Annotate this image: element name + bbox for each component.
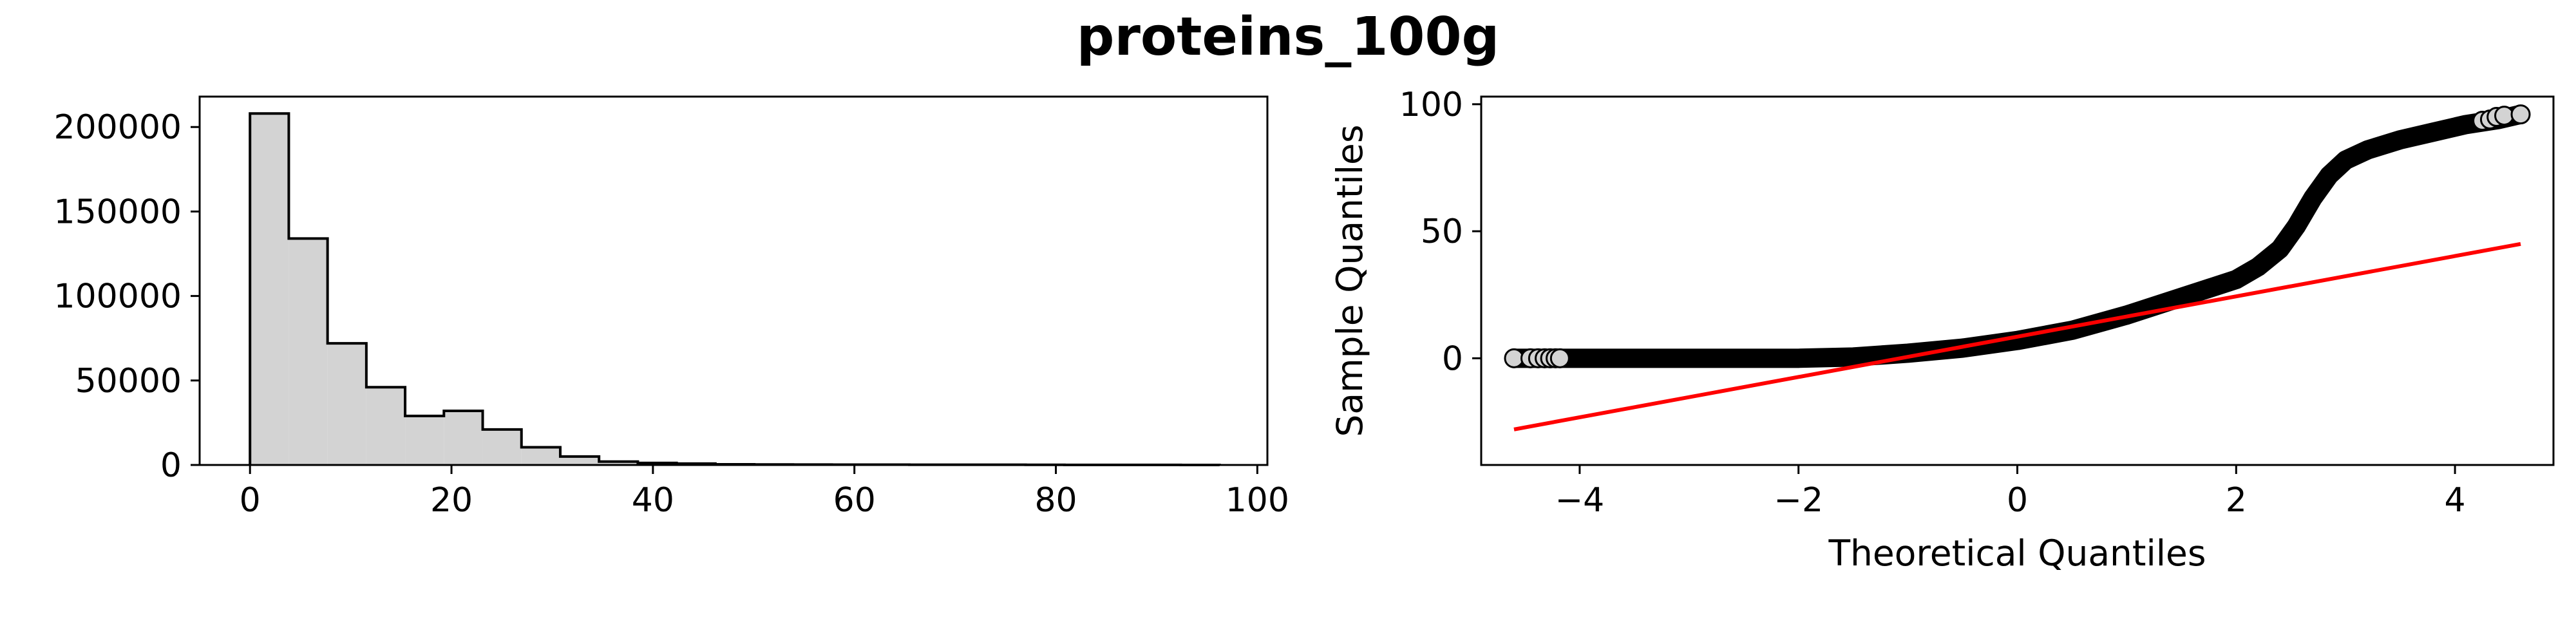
histogram-y-tick-label: 50000 (75, 362, 182, 401)
histogram-bar (482, 429, 522, 465)
histogram-bar (521, 447, 560, 465)
histogram-x-tick-label: 80 (1034, 481, 1077, 520)
histogram-x-ticks: 0 20 40 60 80 100 (240, 465, 1289, 520)
qq-x-tick-label: 4 (2445, 481, 2466, 520)
qq-point (1549, 348, 1570, 368)
histogram-bar (444, 411, 483, 465)
histogram-x-tick-label: 20 (430, 481, 473, 520)
qq-point (1504, 348, 1524, 368)
qq-x-tick-label: −2 (1774, 481, 1823, 520)
histogram-x-tick-label: 60 (833, 481, 876, 520)
histogram-bar (599, 461, 638, 465)
histogram-panel: 0 20 40 60 80 100 0 50000 100000 150000 200000 (53, 95, 1289, 520)
qq-y-ticks: 0 50 100 (1399, 86, 1481, 378)
histogram-bar (366, 387, 406, 465)
histogram-y-tick-label: 0 (160, 446, 182, 485)
histogram-x-tick-label: 40 (632, 481, 674, 520)
qq-point (2510, 104, 2531, 125)
histogram-bar (405, 415, 444, 465)
histogram-bar (289, 238, 328, 465)
figure-title: proteins_100g (1076, 6, 1500, 68)
qq-plot-panel: −4 −2 0 2 4 0 50 100 Theoretical Quantiles Sam… (1329, 86, 2555, 574)
qq-sample-band (1504, 104, 2531, 368)
qq-x-tick-label: 0 (2007, 481, 2028, 520)
qq-y-tick-label: 50 (1421, 213, 1463, 251)
qq-point (2494, 106, 2515, 126)
histogram-x-tick-label: 100 (1226, 481, 1289, 520)
qq-x-tick-label: 2 (2226, 481, 2247, 520)
qq-reference-line (1513, 242, 2521, 431)
histogram-x-tick-label: 0 (240, 481, 261, 520)
qq-y-tick-label: 100 (1399, 86, 1463, 124)
qq-x-axis-label: Theoretical Quantiles (1828, 533, 2206, 574)
qq-x-tick-label: −4 (1555, 481, 1605, 520)
histogram-bars (250, 113, 1220, 465)
histogram-y-ticks: 0 50000 100000 150000 200000 (53, 108, 200, 485)
histogram-frame (198, 95, 1269, 466)
histogram-bar (560, 456, 600, 465)
histogram-y-tick-label: 200000 (53, 108, 182, 147)
qq-x-ticks: −4 −2 0 2 4 (1555, 465, 2466, 520)
histogram-bar (250, 113, 289, 465)
histogram-bar (327, 343, 366, 465)
qq-y-tick-label: 0 (1442, 339, 1463, 378)
qq-y-axis-label: Sample Quantiles (1329, 124, 1370, 437)
qq-tail-points (1504, 104, 2531, 368)
histogram-y-tick-label: 150000 (53, 193, 182, 231)
histogram-y-tick-label: 100000 (53, 278, 182, 316)
